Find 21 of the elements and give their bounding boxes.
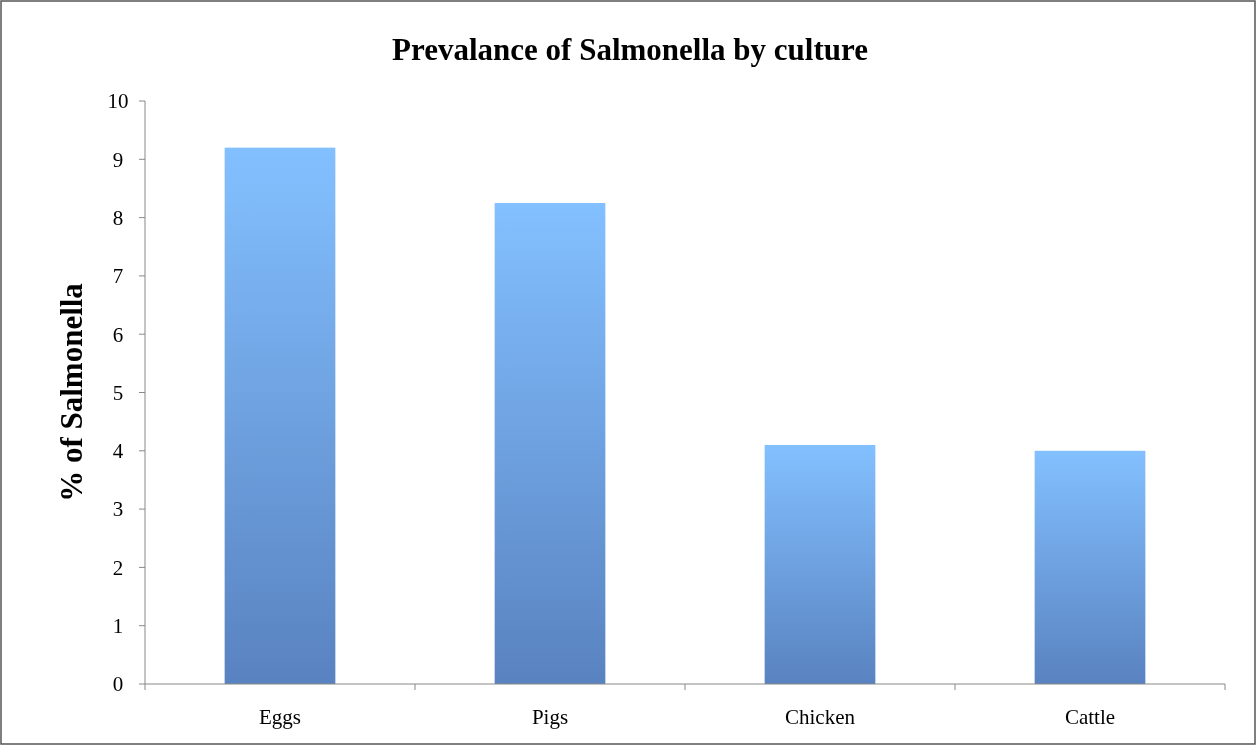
bar xyxy=(224,147,336,684)
y-tick-label: 7 xyxy=(112,264,124,289)
y-tick-label: 6 xyxy=(112,322,124,347)
y-tick-label: 10 xyxy=(107,89,129,114)
y-tick-label: 4 xyxy=(112,439,124,464)
bar xyxy=(764,444,876,684)
bar xyxy=(1034,450,1146,684)
bar xyxy=(494,203,606,684)
y-tick-label: 3 xyxy=(112,497,124,522)
x-tick-label: Pigs xyxy=(531,705,569,729)
chart-title: Prevalance of Salmonella by culture xyxy=(392,32,868,67)
y-tick-label: 0 xyxy=(112,672,124,697)
y-axis-title: % of Salmonella xyxy=(54,282,89,502)
x-tick-label: Cattle xyxy=(1064,705,1116,729)
x-tick-label: Eggs xyxy=(259,705,301,729)
y-tick-label: 2 xyxy=(112,555,124,580)
x-tick-label: Chicken xyxy=(785,705,856,729)
y-tick-label: 5 xyxy=(112,380,124,405)
y-tick-label: 1 xyxy=(112,614,124,639)
y-tick-label: 9 xyxy=(112,147,124,172)
y-tick-label: 8 xyxy=(112,205,124,230)
